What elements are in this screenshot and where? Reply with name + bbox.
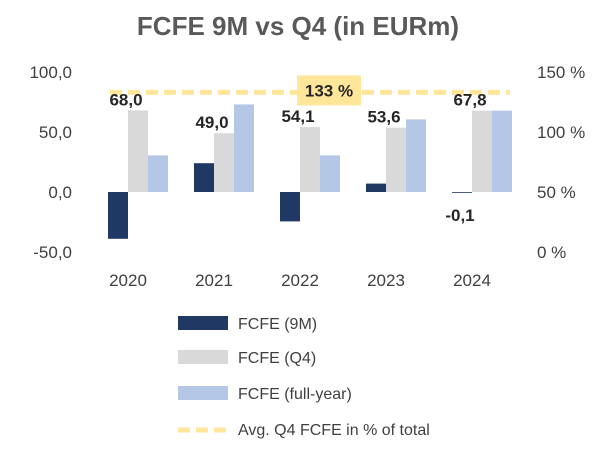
reference-line-badge	[297, 75, 361, 106]
data-label-2023-q4: 53,6	[367, 108, 400, 127]
left-tick-label: -50,0	[33, 243, 72, 262]
bar-fcfe-q4-2022	[300, 127, 320, 192]
reference-line-layer: 133 %	[110, 75, 510, 106]
legend-swatch-0	[178, 316, 228, 330]
x-axis: 2020 2021 2022 2023 2024	[109, 271, 491, 290]
left-tick-label: 50,0	[39, 123, 72, 142]
x-tick-label-2020: 2020	[109, 271, 147, 290]
data-label-2020-q4: 68,0	[109, 90, 142, 109]
bar-fcfe-q4-2024	[472, 110, 492, 192]
chart-title: FCFE 9M vs Q4 (in EURm)	[137, 11, 459, 41]
data-label-2024-9m: -0,1	[445, 206, 474, 225]
x-tick-label-2024: 2024	[453, 271, 491, 290]
data-label-2024-q4: 67,8	[453, 91, 486, 110]
bar-fcfe-q4-2020	[128, 110, 148, 192]
bar-fcfe-full-year-2022	[320, 155, 340, 192]
legend-label-3: Avg. Q4 FCFE in % of total	[238, 422, 430, 439]
x-tick-label-2021: 2021	[195, 271, 233, 290]
bar-fcfe-q4-2023	[386, 127, 406, 192]
legend: FCFE (9M) FCFE (Q4) FCFE (full-year) Avg. Q…	[178, 316, 430, 439]
bar-fcfe-full-year-2021	[234, 104, 254, 192]
reference-line-label: 133 %	[305, 81, 353, 100]
x-tick-label-2023: 2023	[367, 271, 405, 290]
bar-fcfe-full-year-2020	[148, 155, 168, 192]
legend-swatch-1	[178, 350, 228, 364]
data-labels-layer: 68,0 49,0 54,1 53,6 67,8 -0,1	[109, 90, 486, 225]
left-tick-label: 100,0	[29, 63, 72, 82]
right-tick-label: 150 %	[537, 63, 585, 82]
right-axis: 0 % 50 % 100 % 150 %	[537, 63, 585, 262]
bar-fcfe-9m-2020	[108, 192, 128, 239]
left-axis: -50,0 0,0 50,0 100,0	[29, 63, 72, 262]
bar-fcfe-9m-2022	[280, 192, 300, 222]
legend-swatch-2	[178, 386, 228, 400]
right-tick-label: 100 %	[537, 123, 585, 142]
bar-fcfe-9m-2024	[452, 192, 472, 193]
bar-fcfe-q4-2021	[214, 133, 234, 192]
bar-fcfe-full-year-2023	[406, 119, 426, 192]
right-tick-label: 50 %	[537, 183, 576, 202]
bar-fcfe-9m-2023	[366, 183, 386, 192]
legend-label-0: FCFE (9M)	[238, 316, 317, 333]
bars-layer	[108, 104, 512, 239]
right-tick-label: 0 %	[537, 243, 566, 262]
legend-label-2: FCFE (full-year)	[238, 386, 352, 403]
bar-fcfe-9m-2021	[194, 163, 214, 192]
bar-fcfe-full-year-2024	[492, 110, 512, 192]
left-tick-label: 0,0	[48, 183, 72, 202]
data-label-2021-q4: 49,0	[195, 113, 228, 132]
legend-label-1: FCFE (Q4)	[238, 350, 316, 367]
x-tick-label-2022: 2022	[281, 271, 319, 290]
data-label-2022-q4: 54,1	[281, 107, 314, 126]
